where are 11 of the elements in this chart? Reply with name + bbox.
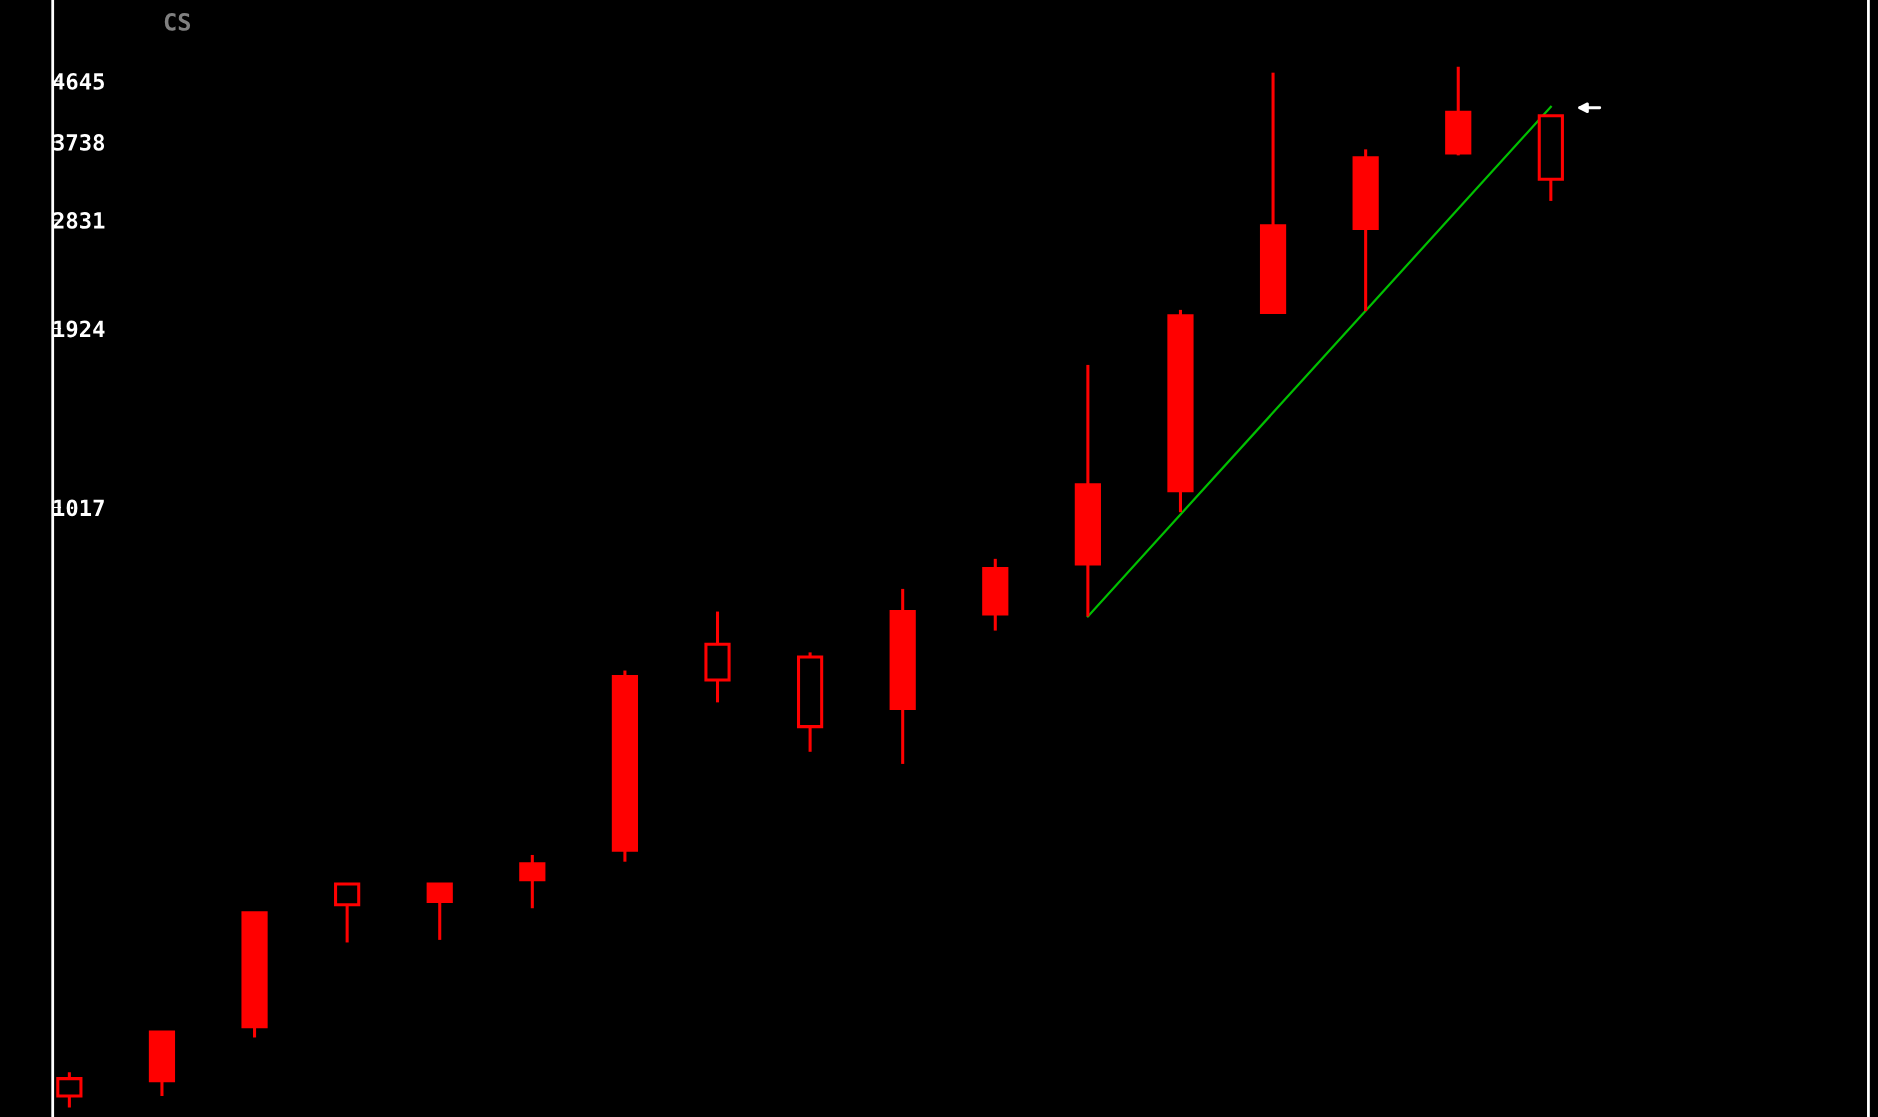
candlestick (334, 882, 361, 943)
y-tick-label: 2831 (53, 212, 105, 229)
candlestick (519, 853, 546, 909)
annotation: CS (164, 12, 191, 31)
candlestick (426, 882, 453, 940)
y-tick-label: 4645 (53, 73, 104, 90)
y-tick-label: 1924 (54, 320, 105, 338)
y-tick-label: 3738 (53, 134, 105, 151)
line-series (1086, 105, 1552, 618)
y-tick-label: 1017 (54, 499, 104, 517)
candlestick (56, 1072, 83, 1108)
